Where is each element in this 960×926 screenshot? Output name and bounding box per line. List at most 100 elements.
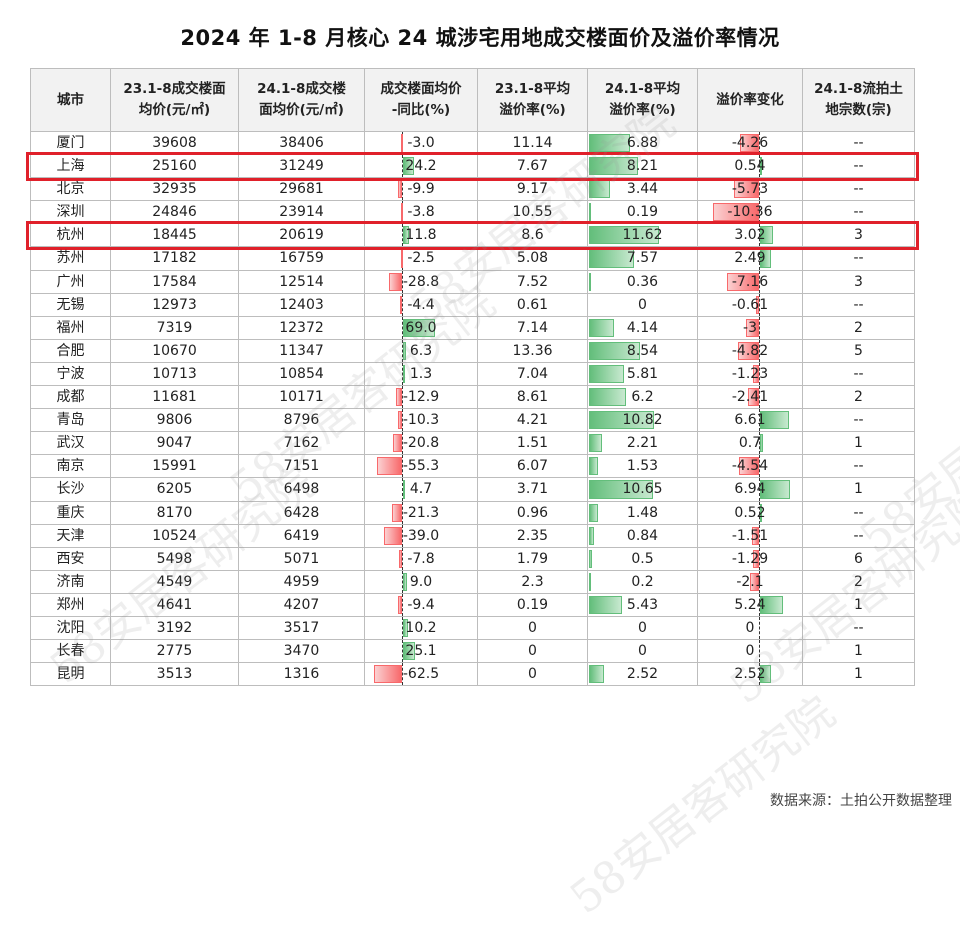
cell-value: 5071 — [283, 550, 320, 567]
positive-data-bar — [403, 341, 407, 360]
cell-content: 1.79 — [479, 548, 587, 569]
cell-value: -4.82 — [731, 342, 769, 359]
cell-content: -28.8 — [366, 271, 477, 293]
value-cell: 0.36 — [587, 269, 698, 294]
value-cell: 3.02 — [697, 223, 803, 248]
table-row: 深圳 24846 23914 -3.8 10.55 0.19 -10.36 -- — [30, 200, 915, 225]
cell-content: -10.36 — [699, 201, 802, 223]
cell-content: 5.08 — [479, 248, 587, 269]
value-cell: 17584 — [110, 269, 239, 294]
cell-content: 1 — [804, 479, 914, 500]
value-cell: 3470 — [238, 639, 365, 664]
cell-value: 2.52 — [734, 666, 766, 683]
cell-value: 7151 — [283, 458, 320, 475]
cell-value: 1.79 — [516, 550, 549, 567]
value-cell: -9.4 — [364, 592, 478, 617]
value-cell: 20619 — [238, 223, 365, 248]
cell-content: -- — [804, 456, 914, 477]
cell-value: -21.3 — [402, 504, 440, 521]
bar-axis — [402, 201, 404, 223]
cell-value: 6.07 — [516, 458, 549, 475]
value-cell: 4959 — [238, 569, 365, 594]
cell-content: -7.8 — [366, 548, 477, 570]
value-cell: 15991 — [110, 454, 239, 479]
cell-content: -2.1 — [699, 571, 802, 593]
cell-value: 0.5 — [631, 550, 654, 567]
cell-value: 8.61 — [516, 389, 549, 406]
bar-axis — [402, 617, 404, 639]
cell-value: -4.26 — [731, 135, 769, 151]
value-cell: 5.43 — [587, 592, 698, 617]
cell-value: -- — [853, 365, 864, 382]
cell-value: 4207 — [283, 596, 320, 613]
cell-content: 4959 — [240, 571, 364, 592]
value-cell: 1 — [802, 639, 915, 664]
column-header: 24.1-8平均 溢价率(%) — [587, 68, 698, 132]
cell-value: 8.21 — [626, 158, 659, 175]
value-cell: 1 — [802, 431, 915, 456]
cell-content: 上海 — [32, 156, 110, 177]
cell-content: 11.14 — [479, 133, 587, 154]
positive-data-bar — [589, 434, 603, 453]
negative-data-bar — [401, 249, 404, 268]
value-cell: 0 — [587, 292, 698, 317]
positive-data-bar — [589, 134, 631, 153]
table-row: 苏州 17182 16759 -2.5 5.08 7.57 2.49 -- — [30, 246, 915, 271]
value-cell: -- — [802, 454, 915, 479]
cell-value: 6.3 — [409, 342, 433, 359]
column-header-line: 溢价率(%) — [609, 102, 676, 118]
cell-value: 12403 — [279, 296, 324, 313]
cell-value: 3.44 — [626, 181, 659, 198]
city-cell: 成都 — [30, 385, 111, 410]
value-cell: 9.0 — [364, 569, 478, 594]
value-cell: 10171 — [238, 385, 365, 410]
city-name: 青岛 — [56, 412, 85, 429]
cell-content: -20.8 — [366, 432, 477, 454]
cell-value: 1 — [854, 596, 863, 613]
column-header-line: 均价(元/㎡) — [138, 102, 211, 118]
table-row: 北京 32935 29681 -9.9 9.17 3.44 -5.73 -- — [30, 177, 915, 202]
data-table: 城市 23.1-8成交楼面 均价(元/㎡) 24.1-8成交楼 面均价(元/㎡) 成交楼面… — [30, 68, 915, 687]
cell-content: 2 — [804, 317, 914, 338]
negative-data-bar — [400, 295, 403, 314]
cell-value: 10.65 — [622, 481, 663, 498]
bar-axis — [402, 340, 404, 362]
cell-content: -9.9 — [366, 178, 477, 200]
cell-content: 9.0 — [366, 571, 477, 593]
cell-content: 4.7 — [366, 478, 477, 500]
cell-content: 6.61 — [699, 409, 802, 431]
value-cell: 13.36 — [477, 338, 588, 363]
cell-content: 20619 — [240, 225, 364, 246]
bar-axis — [758, 132, 760, 154]
city-cell: 上海 — [30, 154, 111, 179]
cell-value: 17182 — [152, 250, 197, 267]
cell-content: 0.96 — [479, 502, 587, 523]
cell-value: 5.43 — [626, 596, 659, 613]
city-name: 郑州 — [56, 596, 85, 613]
cell-content: 北京 — [32, 179, 110, 200]
cell-content: 0.19 — [479, 594, 587, 615]
cell-value: -- — [853, 504, 864, 521]
cell-value: 10171 — [279, 389, 324, 406]
value-cell: 10854 — [238, 361, 365, 387]
value-cell: 0.96 — [477, 500, 588, 525]
cell-value: 12973 — [152, 296, 197, 313]
cell-content: 12514 — [240, 271, 364, 292]
value-cell: 18445 — [110, 223, 239, 248]
table-row: 上海 25160 31249 24.2 7.67 8.21 0.54 -- — [30, 154, 915, 179]
value-cell: 7162 — [238, 431, 365, 456]
cell-content: 12973 — [112, 294, 238, 315]
cell-content: 昆明 — [32, 664, 110, 685]
cell-content: 沈阳 — [32, 617, 110, 638]
cell-content: 24846 — [112, 202, 238, 223]
value-cell: 10.2 — [364, 615, 478, 641]
positive-data-bar — [403, 480, 406, 499]
cell-content: 24.2 — [366, 155, 477, 177]
negative-data-bar — [752, 526, 759, 545]
cell-content: 10.2 — [366, 617, 477, 639]
value-cell: 2.49 — [697, 246, 803, 271]
cell-value: 10.2 — [405, 619, 437, 636]
city-name: 沈阳 — [56, 619, 85, 636]
cell-value: 10854 — [279, 365, 324, 382]
table-row: 杭州 18445 20619 11.8 8.6 11.62 3.02 3 — [30, 223, 915, 248]
